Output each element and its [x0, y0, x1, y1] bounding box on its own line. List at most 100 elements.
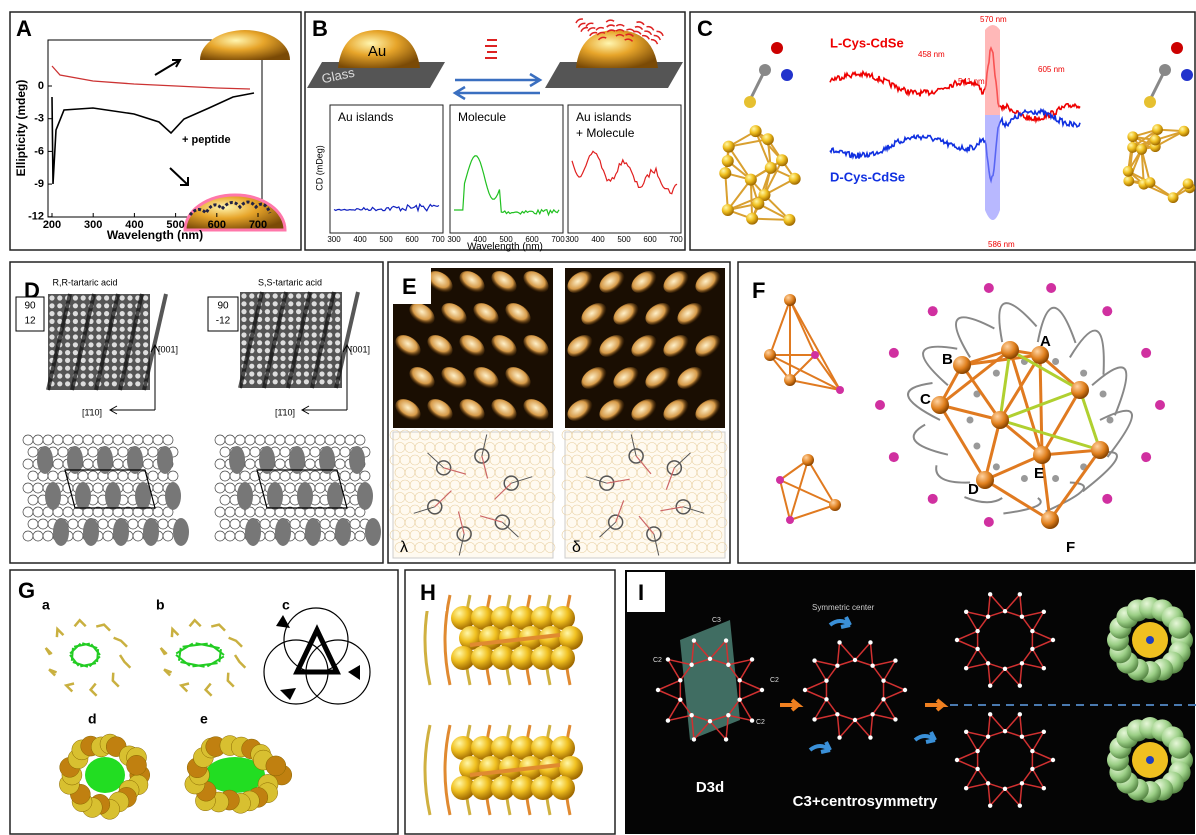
edge	[1032, 759, 1054, 770]
stm-dot	[135, 350, 141, 356]
edge	[987, 610, 1006, 618]
atom	[888, 347, 899, 358]
ligand	[423, 724, 432, 816]
center	[1146, 756, 1154, 764]
molecule	[485, 39, 497, 59]
lattice-atom	[87, 470, 99, 482]
stm-dot	[241, 324, 247, 330]
stm-dot	[272, 363, 278, 369]
lattice-atom	[67, 518, 79, 530]
lattice-atom	[22, 434, 34, 446]
x-tick-label: 300	[565, 235, 579, 244]
edge	[693, 720, 711, 740]
edge	[1004, 610, 1023, 618]
lattice-atom	[117, 470, 129, 482]
bond	[469, 763, 561, 777]
stm-dot	[49, 334, 55, 340]
edge	[977, 616, 989, 632]
atom	[991, 411, 1009, 429]
bond	[585, 476, 607, 484]
vertex-label: C	[920, 391, 931, 408]
molecule	[97, 446, 113, 474]
rotation-arrow	[828, 616, 852, 629]
bond	[727, 179, 752, 211]
molecule	[105, 482, 121, 510]
edge	[1031, 731, 1045, 752]
bond	[1040, 389, 1082, 456]
stm-dot	[57, 381, 63, 387]
plot-title: Au islands	[338, 110, 393, 124]
stm-dot	[88, 381, 94, 387]
axis-label: C3	[712, 617, 721, 624]
lattice-atom	[264, 434, 276, 446]
ligand	[226, 672, 235, 688]
bond	[635, 455, 652, 475]
blob	[459, 399, 485, 421]
stm-dot	[57, 318, 63, 324]
edge	[1004, 730, 1023, 738]
lattice-atom	[52, 434, 64, 446]
spiral	[585, 22, 598, 37]
edge	[1031, 768, 1045, 789]
edge	[1032, 750, 1054, 761]
atom	[511, 736, 535, 760]
lattice-atom	[349, 518, 361, 530]
atom	[491, 776, 515, 800]
stm-dot	[249, 363, 255, 369]
stm-dot	[65, 350, 71, 356]
atom	[721, 204, 734, 217]
stm-dot	[119, 350, 125, 356]
bond	[1048, 449, 1102, 521]
stm-dot	[96, 318, 102, 324]
vertex	[749, 718, 755, 723]
x-tick-label: 500	[499, 235, 513, 244]
edge	[825, 698, 838, 715]
edge	[977, 736, 989, 752]
image-title: S,S-tartaric acid	[258, 277, 322, 287]
lattice-atom	[224, 434, 236, 446]
stm-dot	[319, 293, 325, 299]
axis-label: C2	[770, 677, 779, 684]
vertex	[963, 729, 969, 734]
lattice-atom	[354, 434, 366, 446]
stm-dot	[72, 342, 78, 348]
vertex	[985, 661, 991, 666]
spectrum	[829, 107, 1081, 184]
stm-dot	[80, 373, 86, 379]
vertex	[1041, 729, 1047, 734]
lattice-atom	[539, 454, 551, 466]
y-axis-label: CD (mDeg)	[314, 145, 324, 191]
bond	[653, 533, 660, 556]
edge	[739, 699, 753, 721]
label-box	[406, 571, 446, 611]
edge	[813, 660, 828, 682]
lattice-atom	[264, 530, 276, 542]
atom	[1144, 177, 1156, 188]
blob	[581, 367, 607, 389]
molecule-schematic	[389, 429, 728, 556]
lattice-atom	[27, 494, 39, 506]
atom	[1178, 125, 1190, 137]
vertex	[985, 781, 991, 786]
stm-dot	[104, 357, 110, 363]
bond	[457, 511, 465, 535]
atom	[1141, 347, 1152, 358]
arrow	[780, 698, 804, 712]
lattice-atom	[214, 458, 226, 470]
blob	[567, 399, 593, 421]
lattice-atom	[324, 530, 336, 542]
lattice-atom	[716, 467, 728, 478]
molecule	[349, 446, 365, 474]
lattice-atom	[32, 530, 44, 542]
lattice-atom	[112, 434, 124, 446]
lattice-atom	[344, 434, 356, 446]
bond	[1008, 349, 1044, 456]
bond	[999, 418, 1101, 452]
stm-dot	[57, 303, 63, 309]
ring	[675, 499, 691, 515]
vertex-label: E	[1034, 465, 1044, 482]
stm-dot	[88, 365, 94, 371]
arrow	[925, 698, 949, 712]
stm-dot	[264, 309, 270, 315]
edge	[690, 715, 695, 740]
